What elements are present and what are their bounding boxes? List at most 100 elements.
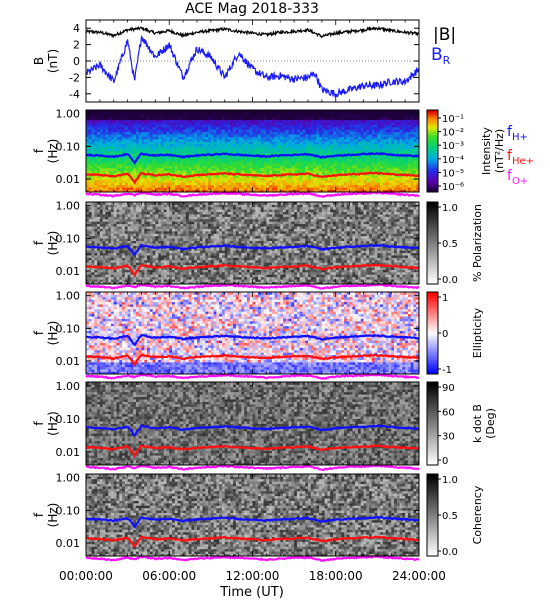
spectrogram-cell: [108, 230, 112, 234]
spectrogram-cell: [413, 160, 417, 164]
spectrogram-cell: [283, 151, 287, 154]
spectrogram-cell: [202, 163, 206, 166]
spectrogram-cell: [296, 170, 301, 174]
spectrogram-cell: [399, 146, 403, 149]
spectrogram-cell: [155, 172, 159, 176]
spectrogram-cell: [271, 143, 276, 147]
spectrogram-cell: [338, 122, 342, 125]
spectrogram-cell: [160, 124, 165, 128]
spectrogram-cell: [349, 167, 353, 171]
spectrogram-cell: [360, 151, 364, 154]
spectrogram-cell: [252, 112, 256, 116]
spectrogram-cell: [244, 141, 248, 145]
spectrogram-cell: [227, 165, 231, 169]
spectrogram-cell: [163, 187, 167, 190]
spectrogram-cell: [269, 160, 273, 164]
spectrogram-cell: [349, 182, 353, 186]
spectrogram-cell: [316, 189, 320, 193]
spectrogram-cell: [144, 250, 148, 254]
spectrogram-cell: [330, 122, 334, 125]
spectrogram-cell: [221, 112, 226, 116]
spectrogram-cell: [332, 141, 337, 145]
spectrogram-cell: [416, 146, 420, 149]
spectrogram-cell: [127, 167, 131, 171]
spectrogram-cell: [88, 252, 92, 256]
spectrogram-cell: [280, 129, 284, 133]
spectrogram-cell: [88, 218, 92, 222]
spectrogram-cell: [113, 214, 117, 217]
spectrogram-cell: [349, 175, 353, 178]
spectrogram-cell: [88, 211, 92, 215]
spectrogram-cell: [246, 138, 251, 142]
spectrogram-cell: [177, 165, 181, 169]
spectrogram-cell: [158, 124, 162, 128]
spectrogram-cell: [130, 218, 134, 222]
spectrogram-cell: [319, 136, 323, 140]
spectrogram-cell: [133, 184, 137, 188]
spectrogram-cell: [346, 160, 351, 164]
spectrogram-cell: [122, 211, 126, 215]
spectrogram-cell: [230, 182, 234, 186]
spectrogram-cell: [344, 167, 348, 171]
spectrogram-cell: [99, 114, 104, 118]
spectrogram-cell: [183, 141, 187, 145]
spectrogram-cell: [188, 119, 192, 123]
spectrogram-cell: [277, 179, 281, 183]
spectrogram-cell: [144, 165, 148, 169]
spectrogram-cell: [191, 129, 195, 133]
spectrogram-cell: [407, 129, 412, 133]
spectrogram-cell: [141, 204, 145, 208]
spectrogram-cell: [357, 146, 362, 149]
spectrogram-cell: [224, 117, 228, 121]
spectrogram-cell: [352, 122, 356, 125]
spectrogram-cell: [313, 141, 317, 145]
spectrogram-cell: [413, 122, 417, 125]
spectrogram-cell: [313, 124, 317, 128]
spectrogram-cell: [130, 255, 134, 258]
spectrogram-cell: [208, 126, 212, 130]
spectrogram-cell: [147, 267, 151, 270]
spectrogram-cell: [288, 122, 292, 125]
spectrogram-cell: [135, 112, 140, 116]
spectrogram-cell: [366, 167, 370, 171]
spectrogram-cell: [363, 131, 367, 135]
spectrogram-cell: [302, 187, 306, 190]
spectrogram-cell: [221, 138, 226, 142]
spectrogram-cell: [402, 167, 406, 171]
spectrogram-cell: [163, 124, 167, 128]
spectrogram-cell: [302, 189, 306, 193]
spectrogram-cell: [94, 146, 98, 149]
spectrogram-cell: [94, 247, 98, 251]
spectrogram-cell: [135, 211, 140, 215]
spectrogram-cell: [327, 134, 331, 137]
spectrogram-cell: [280, 122, 284, 125]
spectrogram-cell: [122, 206, 126, 210]
spectrogram-cell: [183, 184, 187, 188]
spectrogram-cell: [127, 235, 131, 239]
spectrogram-cell: [147, 250, 151, 254]
spectrogram-cell: [402, 146, 406, 149]
spectrogram-cell: [99, 124, 104, 128]
spectrogram-cell: [388, 160, 392, 164]
spectrogram-cell: [391, 160, 395, 164]
spectrogram-cell: [105, 122, 109, 125]
spectrogram-cell: [183, 177, 187, 181]
spectrogram-cell: [144, 257, 148, 261]
spectrogram-cell: [388, 134, 392, 137]
spectrogram-cell: [191, 146, 195, 149]
spectrogram-cell: [263, 148, 267, 152]
spectrogram-cell: [177, 141, 181, 145]
spectrogram-cell: [349, 155, 353, 159]
spectrogram-cell: [288, 170, 292, 174]
spectrogram-cell: [305, 117, 309, 121]
spectrogram-cell: [97, 209, 101, 213]
spectrogram-cell: [122, 238, 126, 241]
spectrogram-cell: [335, 182, 339, 186]
spectrogram-cell: [369, 179, 373, 183]
spectrogram-cell: [158, 187, 162, 190]
spectrogram-cell: [224, 175, 228, 178]
spectrogram-cell: [133, 165, 137, 169]
spectrogram-cell: [119, 148, 123, 152]
spectrogram-cell: [396, 141, 400, 145]
spectrogram-cell: [172, 179, 176, 183]
